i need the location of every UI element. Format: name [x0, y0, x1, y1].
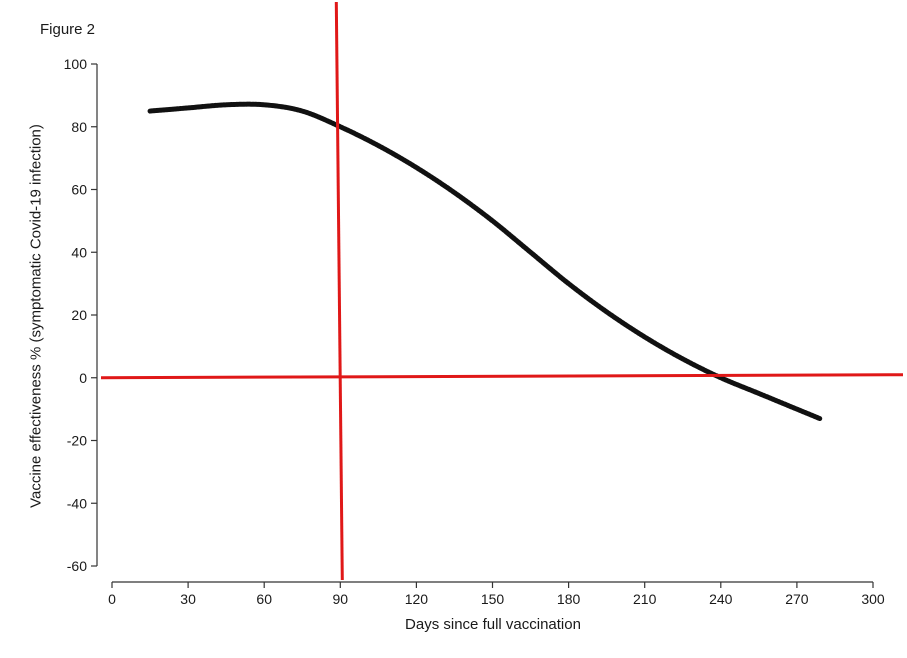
x-tick-label: 270 [785, 591, 809, 607]
y-tick-label: 20 [71, 307, 87, 323]
y-tick-label: 100 [64, 56, 88, 72]
x-axis-label: Days since full vaccination [405, 616, 581, 633]
axes: -60 -40 -20 0 20 40 60 80 100 0 30 60 90 120 150 180 210… [64, 56, 885, 607]
x-tick-label: 180 [557, 591, 581, 607]
vertical-reference-line [334, 1, 344, 581]
horizontal-reference-line [100, 373, 904, 380]
reference-lines [100, 1, 904, 581]
y-tick-label: -40 [67, 495, 87, 511]
x-tick-label: 0 [108, 591, 116, 607]
y-tick-label: -60 [67, 558, 87, 574]
x-tick-label: 120 [405, 591, 429, 607]
x-tick-label: 150 [481, 591, 505, 607]
x-tick-label: 60 [256, 591, 272, 607]
series-layer [147, 101, 823, 422]
y-tick-label: -20 [67, 433, 87, 449]
y-tick-label: 80 [71, 119, 87, 135]
x-tick-label: 240 [709, 591, 733, 607]
y-tick-label: 60 [71, 182, 87, 198]
y-tick-label: 0 [79, 370, 87, 386]
x-tick-label: 30 [180, 591, 196, 607]
x-tick-label: 300 [861, 591, 885, 607]
series-line [147, 101, 823, 422]
y-tick-label: 40 [71, 244, 87, 260]
figure-title: Figure 2 [40, 21, 96, 38]
x-tick-label: 210 [633, 591, 657, 607]
x-tick-label: 90 [333, 591, 349, 607]
